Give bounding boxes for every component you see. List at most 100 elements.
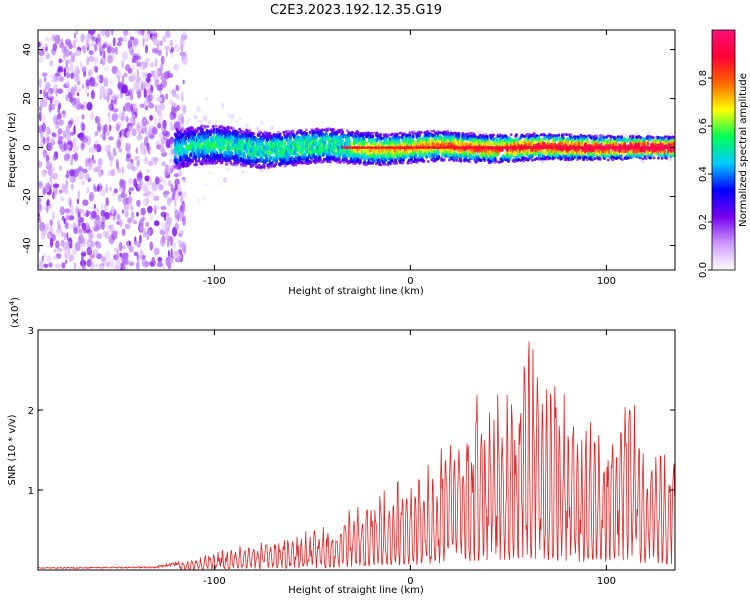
heatmap-cell <box>195 163 198 166</box>
heatmap-cell <box>329 161 332 164</box>
heatmap-cell <box>180 230 185 235</box>
heatmap-cell <box>137 184 141 189</box>
heatmap-cell <box>65 39 71 44</box>
heatmap-cell <box>130 49 133 54</box>
heatmap-cell <box>114 189 118 194</box>
heatmap-cell <box>128 68 133 74</box>
heatmap-cell <box>556 137 559 141</box>
heatmap-cell <box>384 163 387 166</box>
heatmap-cell <box>112 95 118 100</box>
heatmap-cell <box>455 159 458 162</box>
heatmap-cell <box>155 106 161 114</box>
heatmap-cell <box>570 133 573 136</box>
heatmap-cell <box>531 159 534 162</box>
heatmap-cell <box>167 165 172 173</box>
heatmap-cell <box>379 163 382 166</box>
heatmap-cell <box>158 184 164 190</box>
heatmap-cell <box>309 131 312 134</box>
heatmap-cell <box>89 27 95 34</box>
heatmap-cell <box>182 52 184 62</box>
heatmap-cell <box>165 230 168 239</box>
heatmap-cell <box>52 173 58 180</box>
heatmap-cell <box>69 243 73 249</box>
heatmap-cell <box>74 262 77 270</box>
heatmap-cell <box>107 98 109 103</box>
heatmap-cell <box>130 36 135 40</box>
heatmap-cell <box>65 149 71 154</box>
heatmap-cell <box>45 86 48 92</box>
heatmap-cell <box>58 119 63 125</box>
heatmap-cell <box>76 27 78 35</box>
chart-title: C2E3.2023.192.12.35.G19 <box>270 3 442 18</box>
heatmap-cell <box>111 125 114 133</box>
heatmap-cell <box>129 188 131 192</box>
heatmap-cell <box>82 199 88 206</box>
heatmap-cell <box>123 252 129 259</box>
heatmap-cell <box>80 61 83 67</box>
heatmap-cell <box>187 120 189 124</box>
heatmap-cell <box>109 80 113 86</box>
heatmap-cell <box>42 72 48 76</box>
heatmap-cell <box>415 154 418 158</box>
heatmap-cell <box>125 145 131 153</box>
heatmap-cell <box>172 126 174 130</box>
heatmap-cell <box>371 135 374 138</box>
heatmap-cell <box>104 67 109 72</box>
heatmap-cell <box>275 160 278 164</box>
heatmap-cell <box>226 163 229 166</box>
heatmap-cell <box>91 90 95 99</box>
heatmap-cell <box>94 220 96 229</box>
heatmap-cell <box>204 126 207 129</box>
heatmap-cell <box>215 125 218 128</box>
heatmap-cell <box>182 191 187 198</box>
heatmap-cell <box>410 161 413 164</box>
heatmap-cell <box>133 220 137 225</box>
heatmap-cell <box>94 132 97 138</box>
heatmap-cell <box>82 84 85 89</box>
heatmap-cell <box>565 133 568 136</box>
heatmap-cell <box>40 90 42 95</box>
heatmap-cell <box>62 262 66 268</box>
heatmap-cell <box>63 243 65 250</box>
heatmap-cell <box>123 180 126 190</box>
heatmap-cell <box>148 161 153 167</box>
heatmap-cell <box>161 206 167 210</box>
heatmap-cell <box>123 73 127 78</box>
heatmap-cell <box>38 56 43 64</box>
heatmap-cell <box>147 89 152 94</box>
heatmap-cell <box>46 129 51 134</box>
heatmap-cell <box>75 39 79 44</box>
heatmap-cell <box>198 159 201 162</box>
heatmap-cell <box>126 154 131 162</box>
heatmap-cell <box>107 55 113 63</box>
heatmap-cell <box>132 112 138 120</box>
heatmap-cell <box>86 229 92 233</box>
heatmap-cell <box>80 143 84 151</box>
heatmap-cell <box>55 35 61 45</box>
heatmap-cell <box>107 46 112 54</box>
heatmap-cell <box>62 231 64 237</box>
heatmap-cell <box>150 213 153 221</box>
heatmap-cell <box>115 151 117 156</box>
heatmap-cell <box>235 120 238 125</box>
heatmap-cell <box>135 56 141 61</box>
heatmap-cell <box>167 197 171 206</box>
heatmap-cell <box>171 248 173 258</box>
heatmap-cell <box>54 99 59 106</box>
heatmap-cell <box>100 52 103 57</box>
heatmap-cell <box>270 126 274 129</box>
heatmap-cell <box>82 66 87 72</box>
heatmap-cell <box>149 176 153 185</box>
heatmap-cell <box>70 55 74 62</box>
heatmap-cell <box>256 160 259 164</box>
heatmap-cell <box>107 125 109 134</box>
heatmap-cell <box>110 160 113 167</box>
heatmap-cell <box>173 64 179 71</box>
heatmap-cell <box>485 155 488 159</box>
heatmap-cell <box>405 155 408 159</box>
heatmap-cell <box>53 193 56 198</box>
heatmap-cell <box>341 131 344 134</box>
heatmap-cell <box>292 130 295 133</box>
heatmap-cell <box>387 134 390 137</box>
heatmap-cell <box>61 183 65 193</box>
